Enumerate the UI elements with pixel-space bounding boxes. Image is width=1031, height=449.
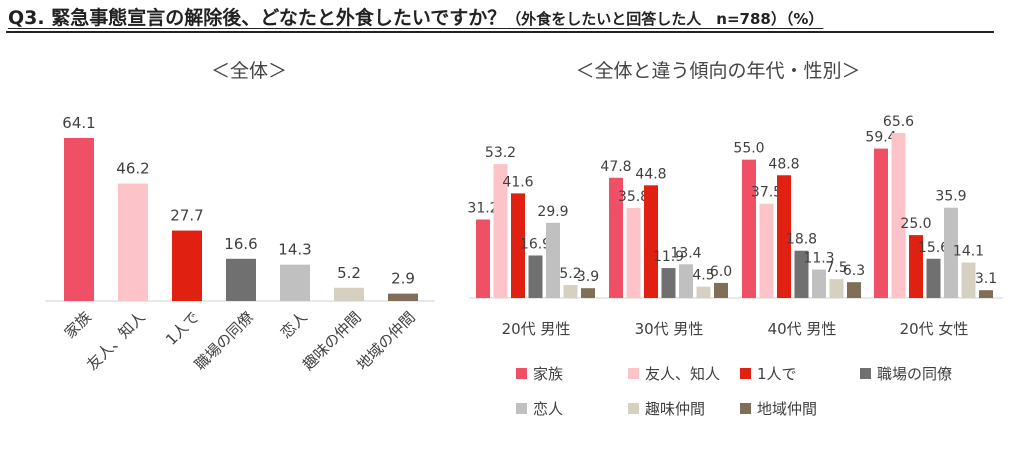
segment-bar bbox=[847, 282, 861, 298]
chart-title: Q3. 緊急事態宣言の解除後、どなたと外食したいですか？（外食をしたいと回答した… bbox=[8, 3, 823, 30]
legend-swatch bbox=[628, 403, 639, 414]
segment-data-label: 18.8 bbox=[786, 232, 817, 248]
overall-data-label: 5.2 bbox=[337, 264, 361, 282]
overall-bar bbox=[334, 287, 364, 301]
overall-data-label: 64.1 bbox=[62, 114, 95, 132]
segment-data-label: 11.3 bbox=[803, 251, 834, 267]
segment-category-label: 20代 女性 bbox=[900, 320, 969, 338]
segment-bar bbox=[777, 175, 791, 298]
segment-bar bbox=[944, 207, 958, 298]
overall-bar bbox=[64, 138, 94, 301]
legend-label: 趣味仲間 bbox=[645, 400, 705, 418]
segment-bar bbox=[979, 290, 993, 298]
segment-bar bbox=[926, 258, 941, 298]
legend-label: 1人で bbox=[757, 365, 797, 383]
overall-chart-title: ＜全体＞ bbox=[211, 60, 287, 82]
segment-data-label: 13.4 bbox=[670, 245, 701, 261]
segment-bar bbox=[742, 159, 756, 298]
overall-bar bbox=[226, 258, 256, 301]
segment-data-label: 37.5 bbox=[751, 185, 782, 201]
overall-bar bbox=[388, 293, 418, 301]
segment-data-label: 5.2 bbox=[559, 266, 581, 282]
segment-data-label: 14.1 bbox=[953, 244, 984, 260]
segment-data-label: 59.4 bbox=[865, 130, 896, 146]
segment-data-label: 6.3 bbox=[843, 263, 865, 279]
segment-bar bbox=[493, 164, 508, 298]
segment-bar bbox=[874, 148, 888, 298]
overall-bar bbox=[172, 230, 202, 301]
segment-data-label: 16.9 bbox=[520, 236, 551, 252]
segment-data-label: 29.9 bbox=[537, 204, 568, 220]
segment-data-label: 11.9 bbox=[653, 249, 684, 265]
segment-bar bbox=[546, 222, 560, 298]
segment-bar bbox=[563, 284, 578, 298]
legend-label: 友人、知人 bbox=[645, 365, 720, 383]
legend-label: 家族 bbox=[533, 365, 563, 383]
segment-bar bbox=[759, 203, 774, 298]
segment-data-label: 35.9 bbox=[935, 189, 966, 205]
segment-chart-title: ＜全体と違う傾向の年代・性別＞ bbox=[575, 60, 860, 82]
segment-data-label: 48.8 bbox=[768, 156, 799, 172]
segment-data-label: 55.0 bbox=[733, 141, 764, 157]
segment-data-label: 65.6 bbox=[883, 114, 914, 130]
segment-category-label: 40代 男性 bbox=[768, 320, 837, 338]
overall-bar bbox=[118, 183, 148, 301]
overall-data-label: 46.2 bbox=[116, 160, 149, 178]
overall-bar bbox=[280, 264, 310, 301]
segment-bar bbox=[511, 193, 525, 298]
chart-title-main: Q3. 緊急事態宣言の解除後、どなたと外食したいですか？ bbox=[8, 7, 507, 29]
legend-label: 職場の同僚 bbox=[877, 365, 952, 383]
segment-bar bbox=[829, 279, 844, 298]
overall-data-label: 27.7 bbox=[170, 207, 203, 225]
segment-bar bbox=[609, 177, 623, 298]
segment-category-label: 20代 男性 bbox=[502, 320, 571, 338]
segment-data-label: 41.6 bbox=[502, 174, 533, 190]
segment-bar bbox=[679, 264, 693, 298]
segment-data-label: 15.6 bbox=[918, 240, 949, 256]
legend-swatch bbox=[740, 368, 751, 379]
chart-subtitle: （外食をしたいと回答した人 n=788）（%） bbox=[506, 10, 824, 28]
segment-bar bbox=[794, 250, 809, 298]
segment-bar bbox=[661, 268, 676, 298]
legend-swatch bbox=[860, 368, 871, 379]
segment-bar bbox=[528, 255, 543, 298]
segment-data-label: 3.9 bbox=[577, 269, 599, 285]
overall-data-label: 2.9 bbox=[391, 270, 415, 288]
segment-data-label: 47.8 bbox=[600, 159, 631, 175]
overall-data-label: 16.6 bbox=[224, 235, 257, 253]
segment-data-label: 3.1 bbox=[975, 271, 997, 287]
segment-bar bbox=[812, 269, 826, 298]
legend-swatch bbox=[516, 403, 527, 414]
legend-label: 地域仲間 bbox=[757, 400, 817, 418]
segment-bar bbox=[476, 219, 490, 298]
segment-data-label: 31.2 bbox=[467, 201, 498, 217]
segment-bar bbox=[626, 207, 641, 298]
legend-label: 恋人 bbox=[533, 400, 563, 418]
segment-data-label: 7.5 bbox=[825, 260, 847, 276]
legend-swatch bbox=[628, 368, 639, 379]
segment-data-label: 35.8 bbox=[618, 189, 649, 205]
segment-data-label: 44.8 bbox=[635, 166, 666, 182]
segment-bar bbox=[696, 286, 711, 298]
title-underline bbox=[6, 31, 994, 33]
segment-bar bbox=[714, 282, 728, 298]
overall-data-label: 14.3 bbox=[278, 241, 311, 259]
segment-data-label: 53.2 bbox=[485, 145, 516, 161]
segment-bar bbox=[961, 262, 976, 298]
segment-bar bbox=[581, 288, 595, 298]
segment-data-label: 6.0 bbox=[710, 264, 732, 280]
segment-data-label: 25.0 bbox=[900, 216, 931, 232]
segment-data-label: 4.5 bbox=[692, 268, 714, 284]
segment-bar bbox=[891, 133, 906, 298]
segment-category-label: 30代 男性 bbox=[635, 320, 704, 338]
segment-bar bbox=[909, 235, 923, 298]
legend-swatch bbox=[740, 403, 751, 414]
segment-bar bbox=[644, 185, 658, 298]
legend-swatch bbox=[516, 368, 527, 379]
